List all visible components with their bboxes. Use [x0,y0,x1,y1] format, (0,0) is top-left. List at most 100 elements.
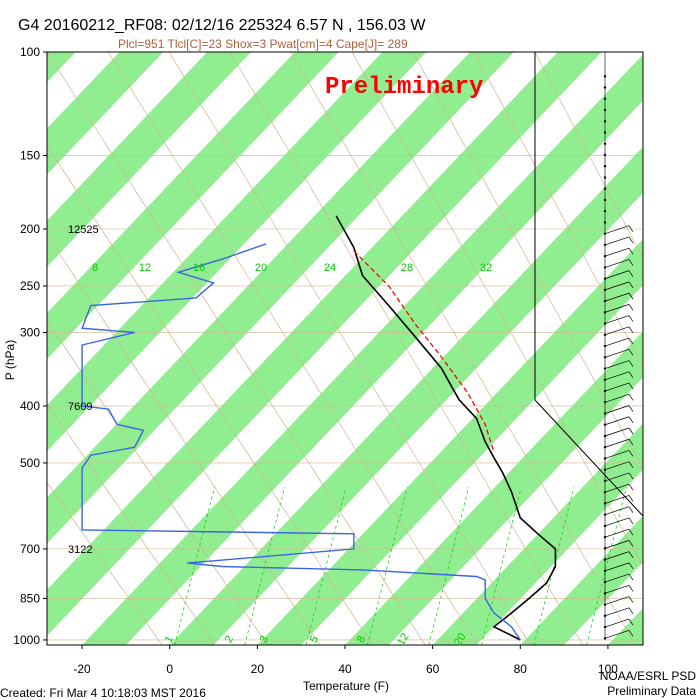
mixing-ratio-label: 20 [255,262,267,274]
isotherm-stripe [47,52,251,267]
wind-barb [604,259,630,268]
wind-barb-point [603,131,607,134]
mixing-ratio-labels: 8 12 16 20 24 28 321 2 3 5 8 12 20 [92,262,492,648]
wind-barb [604,326,630,336]
isotherm-stripe [520,515,643,645]
wind-barb-flag [628,483,634,491]
x-tick-label: 60 [426,662,440,676]
wind-barb-flag [628,382,634,390]
wind-barb [604,618,630,628]
wind-barb-flag [628,439,634,446]
mixing-ratio-label: 32 [480,262,492,274]
wind-barb [604,517,630,527]
wind-barb-flag [628,394,634,401]
x-tick-label: 100 [598,662,618,676]
wind-barb-flag [628,349,634,356]
mixing-ratio-bottom-label: 1 [163,634,176,645]
y-tick-label: 150 [20,149,40,163]
wind-barb [604,562,630,572]
wind-barb-flag [628,304,634,311]
dry-adiabat [229,52,584,645]
isotherm-stripe [47,52,514,544]
mixing-ratio-label: 28 [401,262,413,274]
wind-barb-flag [628,607,634,615]
wind-barb [604,236,630,246]
wind-barb-point [603,153,607,157]
x-tick-label: 40 [338,662,352,676]
mixing-ratio-bottom-label: 3 [258,634,271,645]
temperature-line [335,215,557,641]
wind-barb-point [603,108,607,112]
isotherm-stripe [47,52,164,175]
wind-barb [604,596,630,605]
wind-barb-flag [628,405,634,412]
wind-barb-point [603,120,607,123]
wind-barb-point [603,210,607,213]
wind-barb [604,304,630,313]
wind-barb-point [603,176,607,179]
wind-barb-point [603,97,607,101]
isotherm-stripe [47,52,76,83]
x-axis-ticks: -20 0 20 40 60 80 100 [73,645,618,676]
dry-adiabat [47,402,215,645]
wind-barb-point [603,254,607,258]
dry-adiabat [47,320,268,645]
dry-adiabat [412,52,643,470]
wind-barb-point [603,75,607,78]
wind-barb [604,629,630,639]
wind-barb [604,315,630,324]
wind-barb-flag [628,585,634,592]
wind-barb-flag [628,259,634,266]
wind-barb [604,461,630,471]
wind-barb-point [603,221,607,224]
wind-barb-flag [628,517,634,525]
wind-barb-flag [628,540,634,547]
wind-barb [604,337,630,347]
isotherm-stripe [345,331,643,645]
mixing-ratio-label: 24 [324,262,336,274]
y-tick-label: 300 [20,326,40,340]
height-label: 3122 [68,544,92,556]
preliminary-watermark: Preliminary [325,74,483,101]
created-timestamp: Created: Fri Mar 4 10:18:03 MST 2016 [0,686,206,700]
wind-barb-flag [628,247,634,255]
isotherm-stripe [677,25,700,664]
chart-title: G4 20160212_RF08: 02/12/16 225324 6.57 N… [18,17,426,34]
wind-barb [604,506,630,516]
dry-adiabat [290,52,636,645]
wind-barb-flag [628,618,634,626]
mixing-ratio-label: 8 [92,262,98,274]
height-labels: 12525 7609 3122 [68,224,99,556]
wind-barb [604,348,630,358]
wind-barb [604,292,630,302]
wind-barb-flag [628,573,634,581]
wind-barb-flag [628,326,634,334]
y-tick-label: 700 [20,542,40,556]
x-tick-label: -20 [73,662,91,676]
mixing-ratio-bottom-label: 5 [308,634,321,645]
isotherm-stripe [47,52,339,359]
wind-barb [604,607,630,617]
wind-barb-flag [628,596,634,603]
wind-barb-point [603,142,607,145]
wind-barb-flag [628,360,634,367]
wind-barb [604,528,630,538]
wind-barb [604,281,630,291]
wind-barb-flag [628,270,634,277]
y-tick-label: 100 [20,45,40,59]
wind-barb [604,270,630,279]
mixing-ratio-label: 16 [193,262,205,274]
status-label: Preliminary Data [607,684,696,698]
isotherm-stripe [47,52,602,636]
chart-subtitle: Plcl=951 Tlcl[C]=23 Shox=3 Pwat[cm]=4 Ca… [118,37,408,51]
wind-barb-flag [628,236,634,244]
mixing-ratio-bottom-label: 20 [452,631,469,648]
wind-barb-flag [628,495,634,502]
y-tick-label: 500 [20,456,40,470]
dry-adiabat [47,234,321,645]
y-tick-label: 400 [20,399,40,413]
mixing-ratio-label: 12 [139,262,151,274]
isotherm-stripe [82,54,643,645]
wind-barb-flag [628,315,634,322]
